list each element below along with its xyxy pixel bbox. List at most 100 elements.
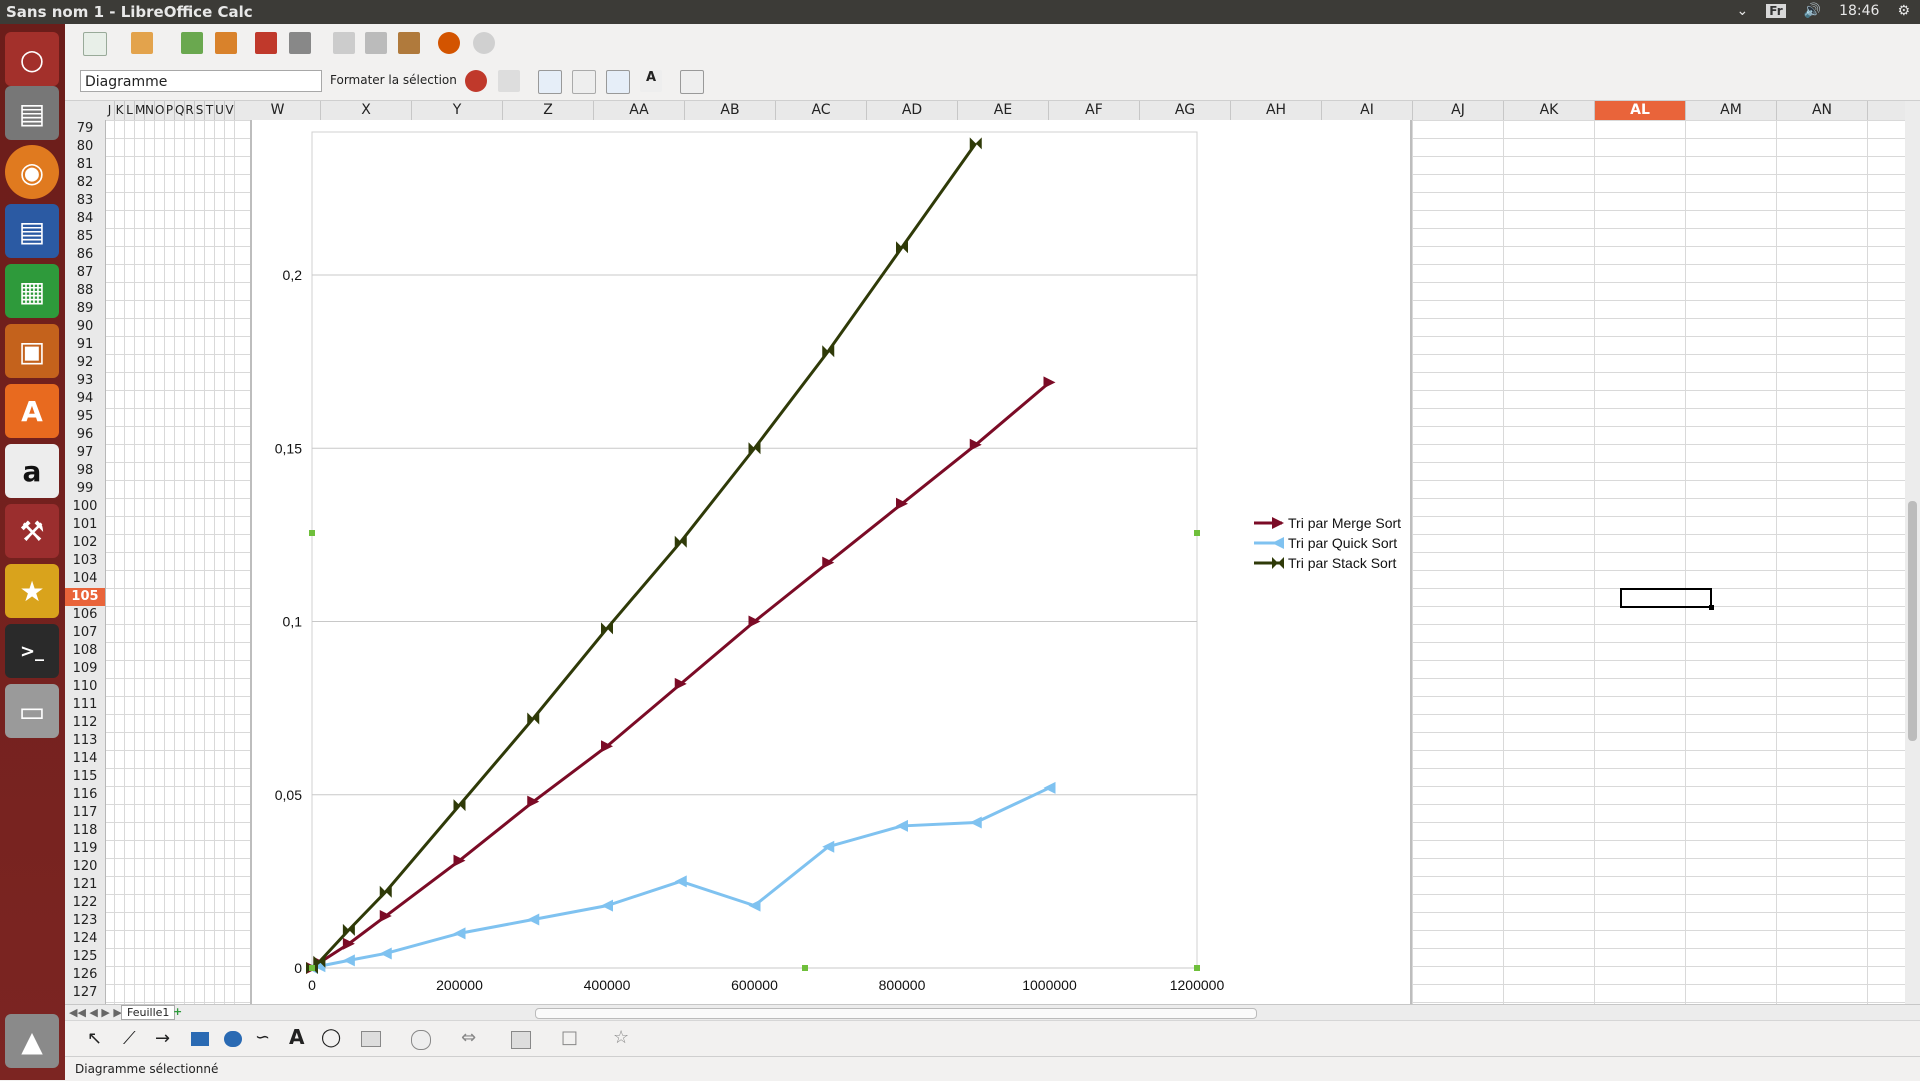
- row-header-121[interactable]: 121: [72, 877, 98, 892]
- active-cell[interactable]: [1620, 588, 1712, 608]
- vertical-grid-icon[interactable]: [572, 70, 596, 94]
- row-header-92[interactable]: 92: [76, 355, 94, 370]
- row-header-116[interactable]: 116: [72, 787, 98, 802]
- column-header-am[interactable]: AM: [1686, 101, 1777, 120]
- chart-type-icon[interactable]: [465, 70, 487, 92]
- column-header-x[interactable]: X: [321, 101, 412, 120]
- column-header-y[interactable]: Y: [412, 101, 503, 120]
- column-header-aj[interactable]: AJ: [1413, 101, 1504, 120]
- vertical-scrollbar[interactable]: [1905, 101, 1920, 1004]
- row-header-86[interactable]: 86: [76, 247, 94, 262]
- select-arrow-icon[interactable]: ↖: [87, 1028, 103, 1049]
- row-header-106[interactable]: 106: [72, 607, 98, 622]
- row-header-113[interactable]: 113: [72, 733, 98, 748]
- row-header-112[interactable]: 112: [72, 715, 98, 730]
- row-header-124[interactable]: 124: [72, 931, 98, 946]
- column-header-ah[interactable]: AH: [1231, 101, 1322, 120]
- callouts-icon[interactable]: □: [561, 1027, 579, 1048]
- scrollbar-thumb[interactable]: [1908, 501, 1917, 741]
- row-header-117[interactable]: 117: [72, 805, 98, 820]
- column-header-n[interactable]: N: [145, 101, 155, 120]
- row-header-93[interactable]: 93: [76, 373, 94, 388]
- row-header-120[interactable]: 120: [72, 859, 98, 874]
- column-header-w[interactable]: W: [235, 101, 321, 120]
- column-header-z[interactable]: Z: [503, 101, 594, 120]
- row-header-79[interactable]: 79: [76, 121, 94, 136]
- row-header-123[interactable]: 123: [72, 913, 98, 928]
- column-header-ag[interactable]: AG: [1140, 101, 1231, 120]
- add-sheet-icon[interactable]: +: [173, 1005, 183, 1018]
- legend-icon[interactable]: [606, 70, 630, 94]
- line-icon[interactable]: ⟋: [123, 1028, 136, 1049]
- row-header-103[interactable]: 103: [72, 553, 98, 568]
- row-header-91[interactable]: 91: [76, 337, 94, 352]
- row-header-119[interactable]: 119: [72, 841, 98, 856]
- row-header-102[interactable]: 102: [72, 535, 98, 550]
- column-header-ai[interactable]: AI: [1322, 101, 1413, 120]
- text-icon[interactable]: A: [289, 1025, 305, 1049]
- print-icon[interactable]: [289, 32, 311, 54]
- cut-icon[interactable]: [333, 32, 355, 54]
- column-header-j[interactable]: J: [105, 101, 115, 120]
- row-header-126[interactable]: 126: [72, 967, 98, 982]
- save-icon[interactable]: [181, 32, 203, 54]
- row-header-99[interactable]: 99: [76, 481, 94, 496]
- callout-icon[interactable]: ◯: [321, 1027, 342, 1048]
- row-header-82[interactable]: 82: [76, 175, 94, 190]
- column-header-ab[interactable]: AB: [685, 101, 776, 120]
- gear-icon[interactable]: ⚙: [1897, 3, 1910, 19]
- row-header-89[interactable]: 89: [76, 301, 94, 316]
- flowchart-icon[interactable]: [511, 1031, 531, 1049]
- row-header-109[interactable]: 109: [72, 661, 98, 676]
- software-center-icon[interactable]: A: [5, 384, 59, 438]
- clock[interactable]: 18:46: [1839, 3, 1880, 19]
- column-header-m[interactable]: M: [135, 101, 145, 120]
- freeform-icon[interactable]: ∽: [255, 1027, 271, 1048]
- row-header-95[interactable]: 95: [76, 409, 94, 424]
- wifi-icon[interactable]: ⌄: [1736, 3, 1749, 19]
- column-header-t[interactable]: T: [205, 101, 215, 120]
- horizontal-scrollbar[interactable]: [535, 1008, 1257, 1019]
- game-icon[interactable]: ★: [5, 564, 59, 618]
- files-icon[interactable]: ▤: [5, 86, 59, 140]
- column-header-u[interactable]: U: [215, 101, 225, 120]
- row-header-110[interactable]: 110: [72, 679, 98, 694]
- row-header-115[interactable]: 115: [72, 769, 98, 784]
- paste-icon[interactable]: [398, 32, 420, 54]
- fill-handle[interactable]: [1709, 605, 1714, 610]
- basic-shapes-icon[interactable]: [361, 1031, 381, 1047]
- row-header-88[interactable]: 88: [76, 283, 94, 298]
- block-arrows-icon[interactable]: ⇔: [461, 1027, 477, 1048]
- column-header-s[interactable]: S: [195, 101, 205, 120]
- horizontal-grid-icon[interactable]: [538, 70, 562, 94]
- trash-icon[interactable]: ▲: [5, 1014, 59, 1068]
- scale-text-icon[interactable]: A: [640, 70, 662, 92]
- automatic-layout-icon[interactable]: [680, 70, 704, 94]
- row-header-83[interactable]: 83: [76, 193, 94, 208]
- column-header-af[interactable]: AF: [1049, 101, 1140, 120]
- sheet-tab[interactable]: Feuille1: [121, 1005, 176, 1020]
- data-table-icon[interactable]: [498, 70, 520, 92]
- open-folder-icon[interactable]: [131, 32, 153, 54]
- row-header-90[interactable]: 90: [76, 319, 94, 334]
- column-header-r[interactable]: R: [185, 101, 195, 120]
- row-header-81[interactable]: 81: [76, 157, 94, 172]
- row-header-127[interactable]: 127: [72, 985, 98, 1000]
- impress-icon[interactable]: ▣: [5, 324, 59, 378]
- row-header-97[interactable]: 97: [76, 445, 94, 460]
- row-header-122[interactable]: 122: [72, 895, 98, 910]
- column-header-q[interactable]: Q: [175, 101, 185, 120]
- column-header-aa[interactable]: AA: [594, 101, 685, 120]
- send-mail-icon[interactable]: [215, 32, 237, 54]
- amazon-icon[interactable]: a: [5, 444, 59, 498]
- row-header-96[interactable]: 96: [76, 427, 94, 442]
- column-header-k[interactable]: K: [115, 101, 125, 120]
- column-header-l[interactable]: L: [125, 101, 135, 120]
- row-header-125[interactable]: 125: [72, 949, 98, 964]
- row-header-94[interactable]: 94: [76, 391, 94, 406]
- calc-icon[interactable]: ▦: [5, 264, 59, 318]
- arrow-line-icon[interactable]: →: [155, 1028, 171, 1049]
- column-header-v[interactable]: V: [225, 101, 235, 120]
- row-header-108[interactable]: 108: [72, 643, 98, 658]
- row-header-111[interactable]: 111: [72, 697, 98, 712]
